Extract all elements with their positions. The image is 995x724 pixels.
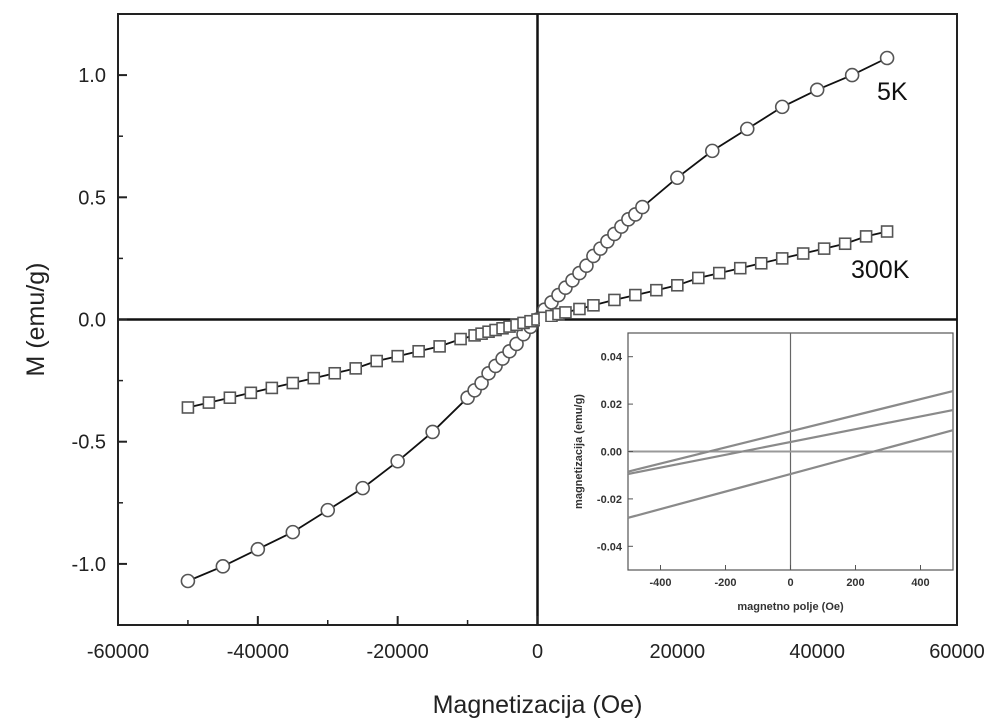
x-tick-label: -20000	[367, 641, 429, 663]
inset-y-tick-label: -0.02	[597, 494, 622, 506]
y-tick-label: -0.5	[72, 432, 106, 454]
data-point-300k	[454, 332, 467, 346]
data-point-5k	[704, 143, 720, 159]
data-point-5k	[355, 480, 371, 496]
inset-y-tick-label: 0.04	[601, 352, 623, 364]
y-axis-title: M (emu/g)	[22, 263, 50, 377]
data-point-300k	[692, 271, 705, 285]
inset-series-line-1	[627, 408, 954, 476]
data-point-300k	[859, 230, 873, 243]
data-point-5k	[635, 199, 650, 215]
inset-series-line-2	[627, 429, 954, 519]
y-tick-label: 1.0	[78, 65, 106, 87]
data-point-300k	[733, 261, 747, 275]
inset-x-tick-label: 200	[846, 577, 864, 589]
inset-y-tick-label: 0.02	[601, 399, 622, 411]
data-point-300k	[391, 349, 404, 363]
data-point-300k	[181, 401, 195, 414]
data-point-5k	[774, 99, 790, 115]
data-point-5k	[879, 50, 895, 66]
data-point-300k	[223, 391, 237, 405]
data-point-5k	[670, 170, 685, 186]
data-point-5k	[215, 559, 231, 574]
data-point-300k	[573, 302, 586, 316]
data-point-5k	[320, 502, 336, 518]
x-tick-label: -40000	[227, 641, 289, 663]
data-point-300k	[307, 371, 321, 385]
inset-series-line-0	[627, 389, 954, 473]
x-tick-label: 0	[532, 641, 543, 663]
data-point-5k	[180, 573, 196, 589]
data-point-300k	[838, 237, 852, 251]
data-point-300k	[712, 266, 726, 280]
inset-x-tick-label: 0	[787, 577, 793, 589]
data-point-5k	[425, 424, 440, 440]
data-point-300k	[587, 299, 600, 312]
y-tick-label: 0.5	[78, 187, 106, 209]
data-point-300k	[433, 340, 446, 353]
inset-y-tick-label: 0.00	[601, 447, 622, 459]
data-point-300k	[650, 283, 663, 297]
data-point-300k	[412, 344, 425, 358]
data-point-5k	[390, 453, 405, 469]
inset-plot: -400 -200 0 200 400 -0.04 -0.02 0.00 0.02 0.04 mag…	[540, 322, 956, 624]
data-point-300k	[796, 247, 810, 260]
series-label-300k: 300K	[851, 256, 910, 284]
x-tick-label: 40000	[789, 641, 845, 663]
data-point-300k	[608, 293, 621, 307]
data-point-5k	[285, 524, 301, 540]
inset-x-tick-label: 400	[911, 577, 929, 589]
data-point-5k	[474, 375, 489, 391]
main-plot: -60000 -40000 -20000 0 20000 40000 60000 -1.0 -0…	[22, 13, 985, 719]
data-point-5k	[509, 336, 524, 352]
data-point-5k	[739, 121, 755, 137]
data-point-300k	[370, 354, 383, 368]
data-point-300k	[202, 396, 216, 409]
inset-background	[540, 322, 956, 624]
x-tick-label: -60000	[87, 641, 149, 663]
data-point-300k	[629, 288, 642, 302]
data-point-5k	[250, 541, 266, 557]
inset-y-tick-label: -0.04	[597, 541, 623, 553]
y-tick-label: 0.0	[78, 310, 106, 332]
data-point-300k	[559, 306, 572, 319]
data-point-300k	[328, 366, 342, 380]
x-tick-label: 60000	[929, 641, 985, 663]
data-point-5k	[579, 258, 594, 274]
x-axis-title: Magnetizacija (Oe)	[433, 691, 643, 719]
data-point-5k	[844, 67, 860, 83]
data-point-300k	[880, 225, 894, 238]
y-tick-label: -1.0	[72, 554, 106, 576]
series-label-5k: 5K	[877, 78, 908, 106]
data-point-300k	[244, 386, 258, 400]
data-point-300k	[286, 376, 300, 390]
data-point-300k	[671, 278, 684, 292]
data-point-300k	[265, 381, 279, 395]
data-point-300k	[349, 362, 363, 375]
inset-x-axis-title: magnetno polje (Oe)	[737, 601, 844, 613]
inset-x-tick-label: -200	[714, 577, 736, 589]
inset-x-tick-label: -400	[649, 577, 671, 589]
data-point-300k	[775, 252, 789, 265]
data-point-5k	[809, 82, 825, 98]
inset-y-axis-title: magnetizacija (emu/g)	[573, 394, 585, 509]
data-point-300k	[817, 242, 831, 255]
data-point-300k	[754, 256, 768, 270]
x-tick-label: 20000	[650, 641, 706, 663]
